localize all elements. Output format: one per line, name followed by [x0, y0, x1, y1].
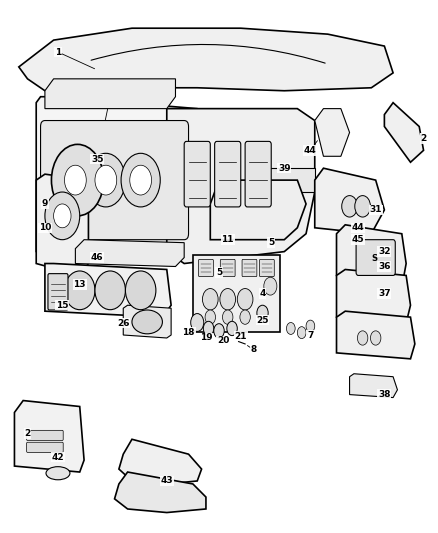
- Polygon shape: [14, 400, 84, 472]
- Text: 11: 11: [222, 235, 234, 244]
- FancyBboxPatch shape: [245, 141, 271, 207]
- Text: 19: 19: [200, 334, 212, 343]
- Polygon shape: [167, 109, 315, 263]
- Text: 42: 42: [52, 453, 64, 462]
- Ellipse shape: [125, 271, 156, 310]
- Circle shape: [130, 165, 152, 195]
- FancyBboxPatch shape: [27, 430, 63, 440]
- Ellipse shape: [95, 271, 125, 310]
- Text: 10: 10: [39, 223, 51, 232]
- Polygon shape: [350, 374, 397, 398]
- Circle shape: [191, 313, 204, 332]
- Circle shape: [240, 310, 251, 324]
- Circle shape: [45, 192, 80, 240]
- Polygon shape: [336, 311, 415, 359]
- Text: 25: 25: [256, 316, 269, 325]
- Polygon shape: [119, 439, 201, 484]
- FancyBboxPatch shape: [48, 273, 68, 310]
- Circle shape: [355, 196, 371, 217]
- FancyBboxPatch shape: [41, 120, 188, 240]
- FancyBboxPatch shape: [259, 260, 274, 277]
- Polygon shape: [115, 472, 206, 513]
- Polygon shape: [315, 109, 350, 156]
- Circle shape: [53, 204, 71, 228]
- Polygon shape: [193, 255, 280, 332]
- Circle shape: [237, 288, 253, 310]
- Text: 2: 2: [420, 134, 427, 143]
- Text: 13: 13: [74, 280, 86, 289]
- Circle shape: [297, 327, 306, 338]
- Text: 2: 2: [25, 429, 31, 438]
- Circle shape: [257, 305, 268, 321]
- Text: 5: 5: [268, 238, 274, 247]
- Circle shape: [205, 310, 215, 324]
- Text: 32: 32: [378, 247, 391, 256]
- Polygon shape: [45, 79, 176, 109]
- FancyBboxPatch shape: [242, 260, 257, 277]
- Ellipse shape: [64, 271, 95, 310]
- Polygon shape: [210, 180, 306, 240]
- Circle shape: [64, 165, 86, 195]
- Polygon shape: [36, 174, 88, 276]
- Circle shape: [121, 154, 160, 207]
- Text: 4: 4: [259, 289, 266, 298]
- Text: 36: 36: [378, 262, 391, 271]
- Circle shape: [214, 324, 224, 338]
- Text: 8: 8: [251, 345, 257, 354]
- Text: 44: 44: [304, 146, 317, 155]
- FancyBboxPatch shape: [220, 260, 235, 277]
- Text: 46: 46: [91, 253, 103, 262]
- Circle shape: [342, 196, 357, 217]
- Polygon shape: [45, 263, 171, 317]
- Circle shape: [202, 288, 218, 310]
- Circle shape: [220, 288, 236, 310]
- Circle shape: [371, 331, 381, 345]
- Text: 9: 9: [42, 199, 48, 208]
- FancyBboxPatch shape: [356, 240, 395, 276]
- Text: 44: 44: [352, 223, 365, 232]
- Text: S: S: [372, 254, 378, 263]
- Circle shape: [95, 165, 117, 195]
- Circle shape: [357, 331, 368, 345]
- FancyBboxPatch shape: [198, 260, 213, 277]
- Text: 26: 26: [117, 319, 130, 328]
- FancyBboxPatch shape: [27, 442, 63, 453]
- Text: 43: 43: [160, 477, 173, 486]
- Polygon shape: [315, 168, 385, 234]
- FancyBboxPatch shape: [215, 141, 241, 207]
- Circle shape: [227, 321, 237, 336]
- Polygon shape: [123, 305, 171, 338]
- Text: 1: 1: [55, 47, 61, 56]
- Text: 38: 38: [378, 390, 391, 399]
- Text: 21: 21: [234, 332, 247, 341]
- Circle shape: [86, 154, 125, 207]
- Circle shape: [306, 320, 315, 332]
- Polygon shape: [19, 28, 393, 91]
- Text: 20: 20: [217, 336, 230, 345]
- Circle shape: [51, 144, 104, 216]
- FancyBboxPatch shape: [184, 141, 210, 207]
- Circle shape: [56, 154, 95, 207]
- Text: 5: 5: [216, 268, 222, 277]
- Text: 35: 35: [91, 155, 103, 164]
- Text: 18: 18: [182, 328, 195, 336]
- Polygon shape: [336, 270, 410, 323]
- Text: 39: 39: [278, 164, 290, 173]
- Polygon shape: [75, 240, 184, 266]
- Circle shape: [223, 310, 233, 324]
- Circle shape: [203, 321, 214, 336]
- Polygon shape: [336, 225, 406, 287]
- Ellipse shape: [132, 310, 162, 334]
- Polygon shape: [36, 96, 210, 263]
- Circle shape: [286, 322, 295, 334]
- Text: 45: 45: [352, 235, 364, 244]
- Ellipse shape: [46, 467, 70, 480]
- Text: 37: 37: [378, 289, 391, 298]
- Text: 15: 15: [56, 301, 69, 310]
- Text: 31: 31: [369, 205, 382, 214]
- Text: 7: 7: [307, 330, 314, 340]
- Circle shape: [264, 277, 277, 295]
- Polygon shape: [262, 168, 315, 192]
- Polygon shape: [385, 103, 424, 162]
